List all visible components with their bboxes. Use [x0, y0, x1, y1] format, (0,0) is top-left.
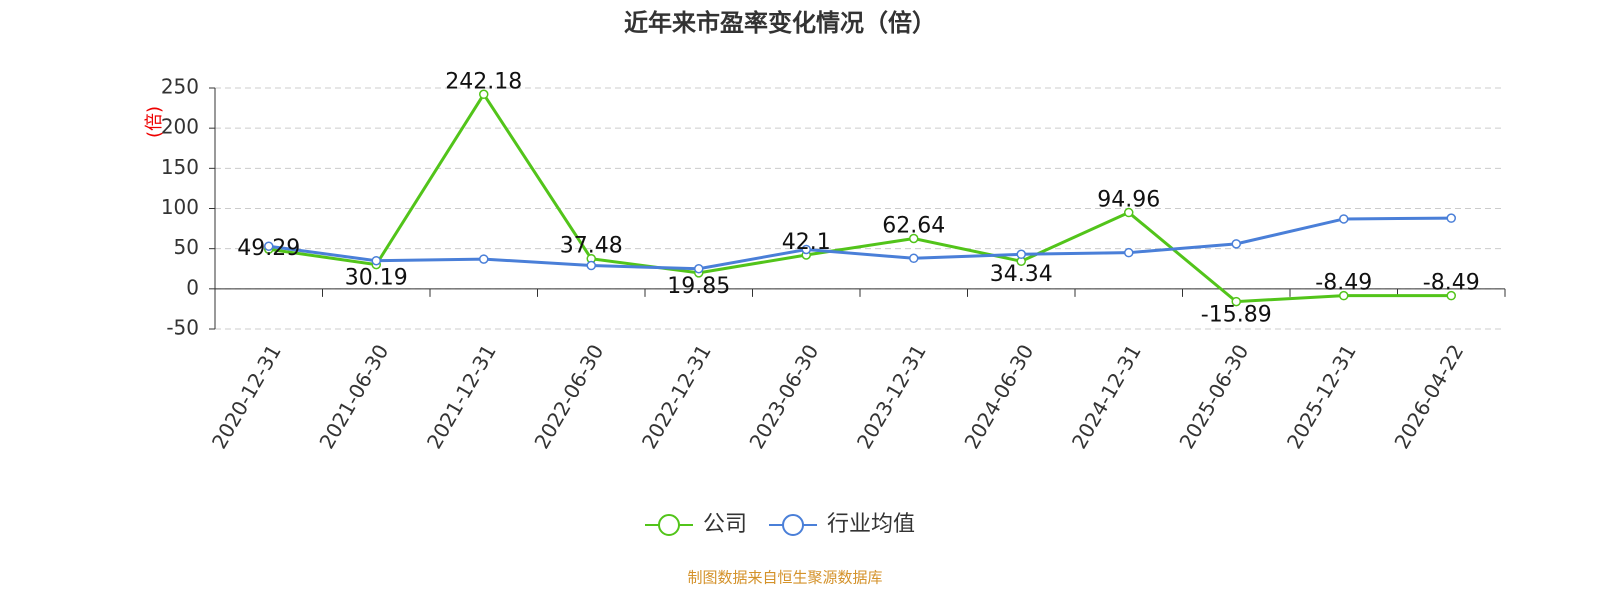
x-tick-label: 2024-12-31 — [1067, 340, 1146, 453]
data-point — [371, 255, 381, 266]
data-label: 242.18 — [445, 69, 522, 94]
y-tick-label: 50 — [174, 235, 199, 259]
x-tick-label: 2026-04-22 — [1389, 340, 1468, 453]
data-label: 49.29 — [237, 236, 300, 261]
legend-label: 公司 — [703, 512, 747, 537]
y-tick-label: 150 — [161, 155, 199, 179]
data-label: 42.1 — [782, 230, 831, 255]
data-label: 19.85 — [667, 274, 730, 299]
data-point — [1124, 247, 1134, 258]
y-axis-label: (倍) — [144, 106, 165, 138]
y-tick-label: 200 — [161, 115, 199, 139]
data-point — [1231, 296, 1241, 307]
x-tick-label: 2021-12-31 — [422, 340, 501, 453]
data-label: -15.89 — [1201, 303, 1272, 328]
x-tick-label: 2022-12-31 — [637, 340, 716, 453]
data-label: 30.19 — [345, 266, 408, 291]
series-line — [268, 91, 1452, 304]
data-label: 37.48 — [560, 234, 623, 259]
y-tick-label: 0 — [186, 275, 199, 299]
x-tick-label: 2025-12-31 — [1282, 340, 1361, 453]
data-point — [1231, 239, 1241, 249]
data-point — [694, 264, 704, 274]
data-label: 34.34 — [990, 262, 1053, 287]
data-point — [479, 254, 489, 264]
data-point — [479, 89, 489, 100]
data-point — [909, 253, 919, 264]
legend-marker — [782, 514, 805, 536]
x-tick-label: 2020-12-31 — [207, 340, 286, 453]
data-label: -8.49 — [1423, 271, 1480, 296]
data-point — [586, 260, 596, 271]
x-tick-label: 2025-06-30 — [1174, 340, 1253, 453]
data-point — [264, 241, 274, 252]
data-point — [1339, 290, 1349, 301]
x-tick-label: 2022-06-30 — [529, 340, 608, 453]
data-label: 94.96 — [1097, 188, 1160, 213]
x-tick-label: 2024-06-30 — [959, 340, 1038, 453]
data-point — [1016, 249, 1026, 260]
data-point — [1446, 290, 1456, 301]
data-point — [909, 233, 919, 244]
chart-title: 近年来市盈率变化情况（倍） — [624, 9, 936, 37]
x-tick-label: 2021-06-30 — [314, 340, 393, 453]
x-tick-label: 2023-06-30 — [744, 340, 823, 453]
y-tick-label: 100 — [161, 195, 199, 219]
y-tick-label: 250 — [161, 75, 199, 99]
data-point — [801, 244, 811, 255]
data-label: -8.49 — [1315, 271, 1372, 296]
data-point — [1339, 214, 1349, 224]
series-line — [268, 216, 1452, 271]
y-tick-label: -50 — [166, 316, 199, 340]
legend-marker — [658, 514, 680, 536]
source-note: 制图数据来自恒生聚源数据库 — [687, 569, 882, 587]
legend-label: 行业均值 — [827, 512, 915, 537]
data-point — [1446, 213, 1456, 223]
data-point — [1124, 207, 1134, 218]
data-label: 62.64 — [882, 214, 945, 239]
x-tick-label: 2023-12-31 — [852, 340, 931, 453]
